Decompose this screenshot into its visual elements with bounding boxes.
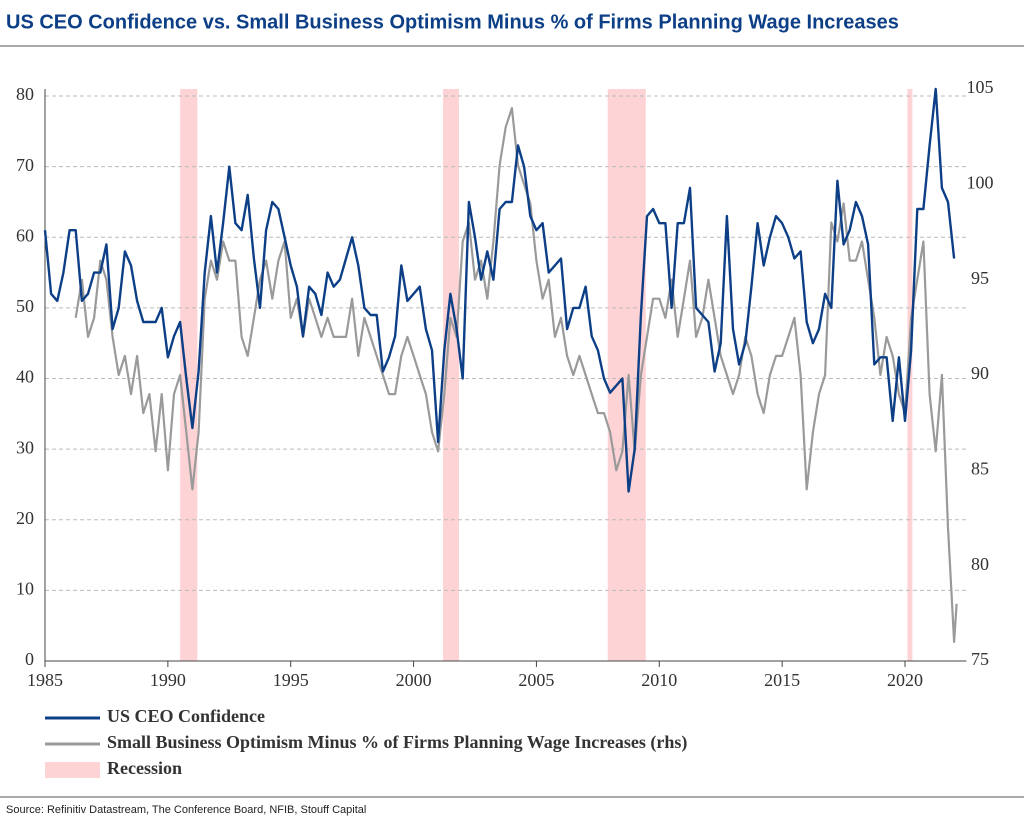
x-tick-label: 1990 <box>150 670 186 690</box>
y-tick-label: 0 <box>25 649 34 669</box>
y-tick-label: 20 <box>16 508 34 528</box>
source: Source: Refinitiv Datastream, The Confer… <box>6 804 366 816</box>
y2-tick-label: 80 <box>971 554 989 574</box>
recession-band <box>180 89 198 661</box>
y2-tick-label: 105 <box>967 77 994 97</box>
plot-area: 0 10 20 30 40 50 60 70 80 75 80 85 90 95 100 105 1985 199… <box>16 77 994 690</box>
y-tick-label: 80 <box>16 84 34 104</box>
y2-tick-label: 85 <box>971 458 989 478</box>
series-line <box>43 87 956 493</box>
y-tick-label: 40 <box>16 367 34 387</box>
legend-label: Small Business Optimism Minus % of Firms… <box>107 732 687 753</box>
recession-band <box>443 89 460 661</box>
recession-band <box>607 89 646 661</box>
y-tick-label: 50 <box>16 296 34 316</box>
x-tick-label: 2010 <box>641 670 677 690</box>
x-tick-label: 2015 <box>764 670 800 690</box>
legend-label: Recession <box>107 758 182 778</box>
x-tick-label: 1985 <box>27 670 63 690</box>
y2-tick-label: 100 <box>967 172 994 192</box>
series-line <box>74 107 958 643</box>
y2-tick-label: 95 <box>971 268 989 288</box>
x-tick-label: 2000 <box>396 670 432 690</box>
y-tick-label: 70 <box>16 155 34 175</box>
x-tick-label: 2005 <box>518 670 554 690</box>
y2-tick-label: 75 <box>971 649 989 669</box>
y-tick-label: 10 <box>16 579 34 599</box>
chart-title: US CEO Confidence vs. Small Business Opt… <box>6 11 899 33</box>
y-tick-label: 30 <box>16 437 34 457</box>
y2-tick-label: 90 <box>971 363 989 383</box>
x-tick-label: 1995 <box>273 670 309 690</box>
x-tick-label: 2020 <box>887 670 923 690</box>
y-tick-label: 60 <box>16 225 34 245</box>
legend-swatch <box>45 762 100 778</box>
legend-label: US CEO Confidence <box>107 706 265 726</box>
